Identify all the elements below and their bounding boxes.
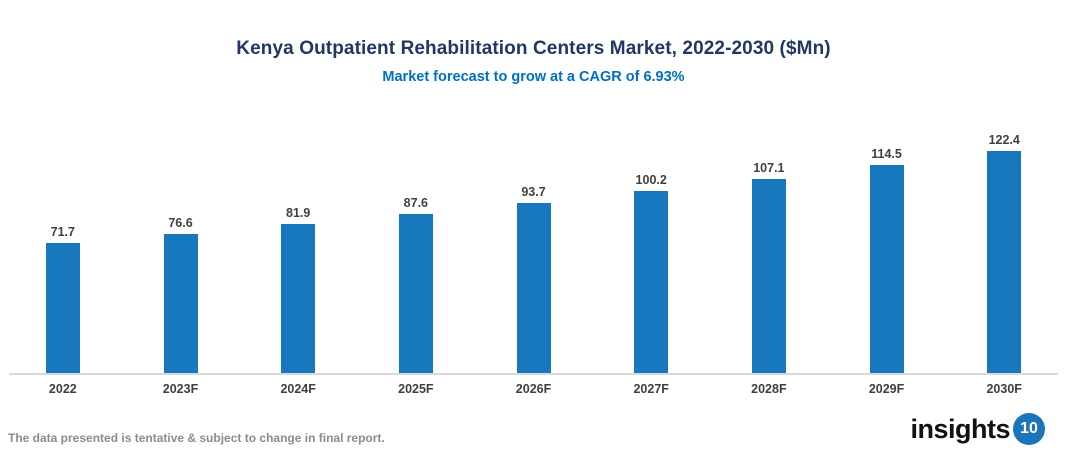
x-axis-label: 2025F bbox=[398, 382, 434, 396]
plot-area: 71.7 76.6 81.9 87.6 93.7 100.2 107.1 114… bbox=[0, 110, 1067, 373]
x-axis-label: 2023F bbox=[162, 382, 199, 396]
bar-chart: 71.7 76.6 81.9 87.6 93.7 100.2 107.1 114… bbox=[0, 110, 1067, 396]
bar-value-label: 100.2 bbox=[635, 173, 667, 187]
x-axis-label: 2024F bbox=[280, 382, 316, 396]
bar bbox=[987, 151, 1022, 373]
x-axis-label: 2029F bbox=[868, 382, 905, 396]
bar bbox=[634, 191, 669, 373]
bar-column: 76.6 bbox=[122, 216, 240, 373]
bar-value-label: 107.1 bbox=[753, 161, 785, 175]
bar bbox=[45, 243, 80, 373]
x-axis-label: 2026F bbox=[515, 382, 552, 396]
x-axis-line bbox=[9, 373, 1058, 375]
bar-column: 122.4 bbox=[945, 133, 1063, 373]
bar-value-label: 114.5 bbox=[871, 147, 902, 161]
bar-column: 93.7 bbox=[475, 185, 593, 373]
bar bbox=[281, 224, 316, 373]
bar-value-label: 93.7 bbox=[521, 185, 546, 199]
bar-column: 100.2 bbox=[592, 173, 710, 373]
chart-title: Kenya Outpatient Rehabilitation Centers … bbox=[236, 38, 831, 59]
bar bbox=[516, 203, 551, 373]
bar-value-label: 71.7 bbox=[50, 225, 75, 239]
bar-column: 87.6 bbox=[357, 196, 475, 373]
bar bbox=[869, 165, 904, 373]
bar-value-label: 76.6 bbox=[168, 216, 193, 230]
bar-column: 107.1 bbox=[710, 161, 828, 373]
bar-value-label: 87.6 bbox=[403, 196, 429, 210]
x-axis-labels: 2022 2023F 2024F 2025F 2026F 2027F 2028F 2029F 2… bbox=[0, 375, 1067, 396]
chart-subtitle: Market forecast to grow at a CAGR of 6.9… bbox=[382, 69, 685, 85]
insights10-logo: insights 10 bbox=[910, 413, 1045, 445]
logo-wordmark: insights bbox=[910, 413, 1010, 444]
x-axis-label: 2030F bbox=[986, 382, 1022, 396]
bar-column: 81.9 bbox=[239, 206, 357, 373]
bar bbox=[398, 214, 433, 373]
bar bbox=[163, 234, 198, 373]
logo-badge-10: 10 bbox=[1013, 413, 1045, 445]
x-axis-label: 2022 bbox=[48, 382, 77, 396]
disclaimer-note: The data presented is tentative & subjec… bbox=[8, 431, 385, 445]
x-axis-label: 2027F bbox=[633, 382, 669, 396]
bar-column: 114.5 bbox=[828, 147, 946, 373]
bar-column: 71.7 bbox=[4, 225, 122, 373]
bar bbox=[751, 179, 786, 373]
x-axis-label: 2028F bbox=[751, 382, 787, 396]
bar-value-label: 122.4 bbox=[988, 133, 1020, 147]
bar-value-label: 81.9 bbox=[286, 206, 311, 220]
